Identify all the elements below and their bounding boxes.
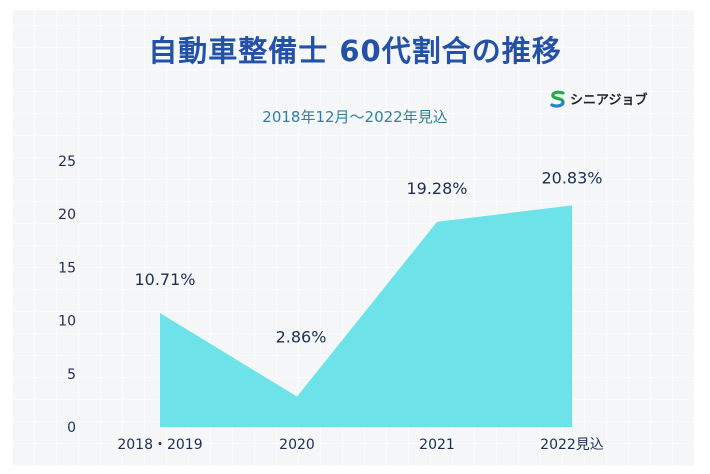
x-tick-label: 2022見込	[540, 437, 604, 453]
y-tick-label: 25	[58, 154, 76, 170]
chart-title: 自動車整備士 60代割合の推移	[148, 34, 562, 68]
x-tick-label: 2020	[279, 437, 315, 453]
chart-card	[12, 10, 694, 466]
y-tick-label: 10	[58, 314, 76, 330]
area-series	[160, 205, 572, 427]
logo-text: シニアジョブ	[570, 93, 648, 108]
x-tick-label: 2018・2019	[117, 437, 202, 453]
data-label: 10.71%	[134, 270, 195, 289]
data-label: 2.86%	[276, 328, 327, 347]
y-tick-label: 5	[67, 367, 76, 383]
y-tick-label: 15	[58, 260, 76, 276]
x-tick-label: 2021	[419, 437, 455, 453]
y-tick-label: 20	[58, 207, 76, 223]
data-label: 19.28%	[406, 179, 467, 198]
data-label: 20.83%	[541, 168, 602, 187]
data-labels: 10.71% 2.86% 19.28% 20.83%	[134, 168, 602, 346]
x-axis: 2018・2019 2020 2021 2022見込	[117, 437, 603, 453]
chart-subtitle: 2018年12月～2022年見込	[262, 108, 448, 126]
y-axis: 0 5 10 15 20 25	[58, 154, 76, 436]
logo-s-icon	[549, 90, 567, 108]
brand-logo: シニアジョブ	[549, 89, 647, 108]
y-tick-label: 0	[67, 420, 76, 436]
